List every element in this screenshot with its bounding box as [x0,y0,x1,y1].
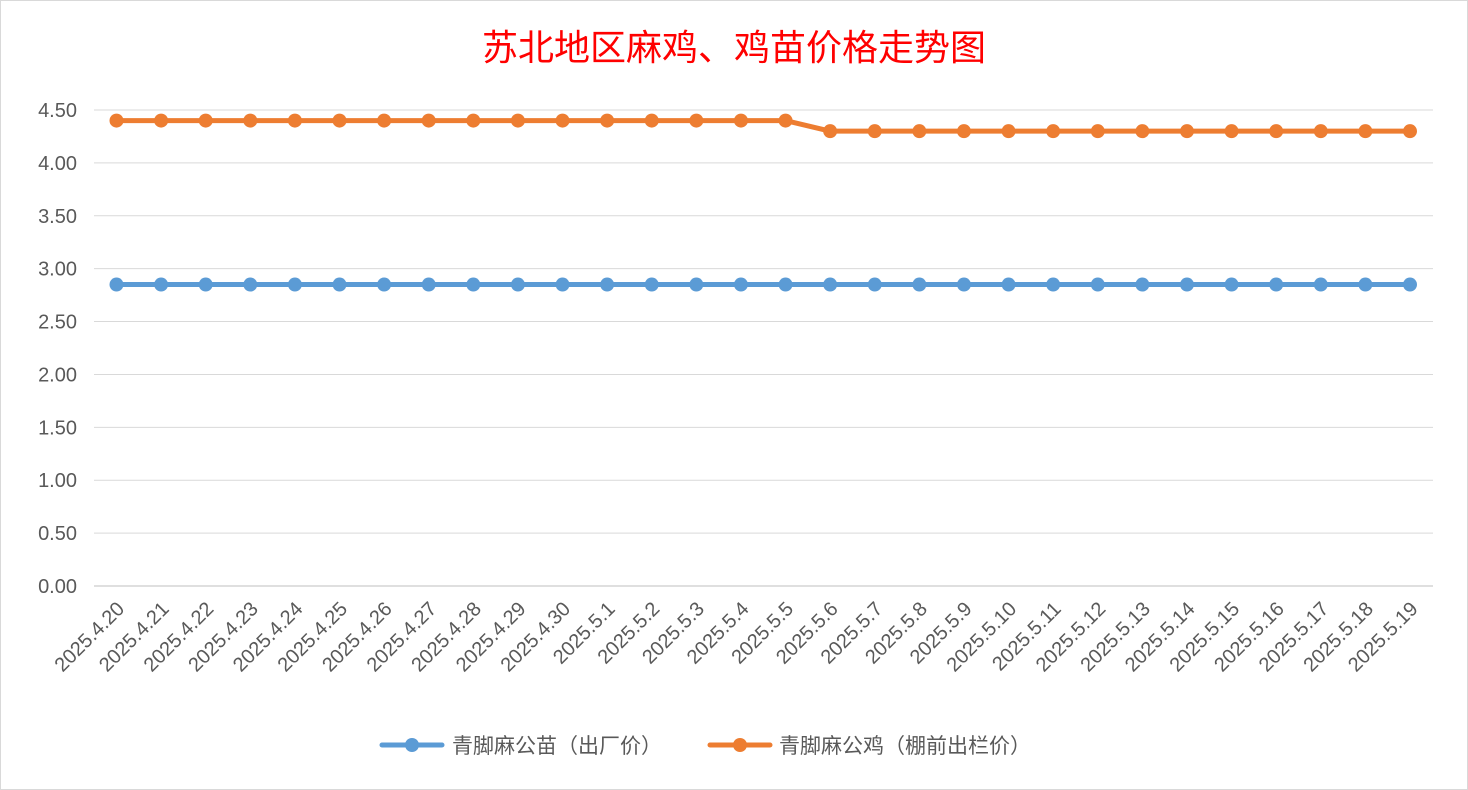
y-tick-label: 3.00 [38,259,77,281]
data-point [956,124,971,139]
legend-item: 青脚麻公苗（出厂价） [379,734,662,758]
y-tick-label: 1.50 [38,417,77,439]
data-point [555,113,570,128]
data-point [689,277,704,292]
data-point [823,124,838,139]
data-point [1358,277,1373,292]
data-point [1179,124,1194,139]
data-point [198,277,213,292]
data-point [243,113,258,128]
y-tick-label: 1.00 [38,470,77,492]
legend-item: 青脚麻公鸡（棚前出栏价） [707,734,1031,758]
chart-title: 苏北地区麻鸡、鸡苗价格走势图 [482,28,986,69]
series-2 [109,113,1417,139]
data-point [867,277,882,292]
gridlines [94,109,1433,587]
y-tick-label: 2.50 [38,312,77,334]
data-point [377,113,392,128]
data-point [1358,124,1373,139]
legend: 青脚麻公苗（出厂价） 青脚麻公鸡（棚前出栏价） [379,734,1031,758]
series-line [114,118,1413,134]
data-point [1313,124,1328,139]
data-point [198,113,213,128]
legend-swatch-marker [733,738,747,752]
data-point [1179,277,1194,292]
data-point [1224,277,1239,292]
legend-label: 青脚麻公苗（出厂价） [452,734,662,758]
data-point [1001,124,1016,139]
data-point [912,124,927,139]
legend-label: 青脚麻公鸡（棚前出栏价） [779,734,1031,758]
data-point [154,113,169,128]
data-point [510,113,525,128]
data-point [421,277,436,292]
y-tick-label: 4.50 [38,100,77,122]
y-tick-label: 2.00 [38,364,77,386]
data-point [1046,277,1061,292]
data-point [1135,277,1150,292]
legend-swatch-marker [405,738,419,752]
data-point [1313,277,1328,292]
series-1 [109,277,1417,292]
data-point [867,124,882,139]
data-point [287,277,302,292]
series-group [109,113,1417,292]
data-point [154,277,169,292]
y-tick-label: 3.50 [38,206,77,228]
data-point [466,113,481,128]
data-point [823,277,838,292]
y-tick-label: 4.00 [38,153,77,175]
data-point [1269,124,1284,139]
y-tick-label: 0.50 [38,523,77,545]
data-point [1403,277,1417,292]
data-point [956,277,971,292]
data-point [1224,124,1239,139]
data-point [1403,124,1417,139]
data-point [243,277,258,292]
data-point [287,113,302,128]
y-axis: 0.00 0.50 1.00 1.50 2.00 2.50 3.00 3.50 4.00 4.50 [38,100,77,598]
y-tick-label: 0.00 [38,576,77,598]
data-point [1001,277,1016,292]
data-point [421,113,436,128]
data-point [912,277,927,292]
data-point [600,113,615,128]
data-point [644,277,659,292]
data-point [1046,124,1061,139]
data-point [733,277,748,292]
data-point [377,277,392,292]
data-point [778,113,793,128]
data-point [778,277,793,292]
data-point [332,113,347,128]
data-point [1269,277,1284,292]
data-point [600,277,615,292]
data-point [109,277,124,292]
data-point [644,113,659,128]
data-point [1135,124,1150,139]
data-point [1090,277,1105,292]
data-point [109,113,124,128]
data-point [689,113,704,128]
data-point [332,277,347,292]
data-point [510,277,525,292]
data-point [1090,124,1105,139]
data-point [733,113,748,128]
data-point [555,277,570,292]
data-point [466,277,481,292]
